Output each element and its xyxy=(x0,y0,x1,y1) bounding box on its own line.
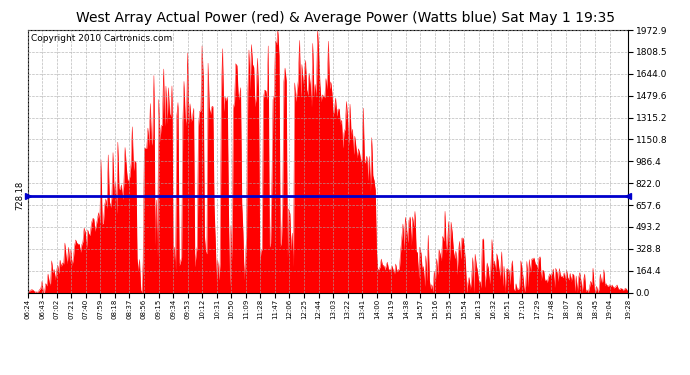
Text: 728.18: 728.18 xyxy=(16,181,25,210)
Text: Copyright 2010 Cartronics.com: Copyright 2010 Cartronics.com xyxy=(30,34,172,43)
Text: West Array Actual Power (red) & Average Power (Watts blue) Sat May 1 19:35: West Array Actual Power (red) & Average … xyxy=(75,11,615,25)
